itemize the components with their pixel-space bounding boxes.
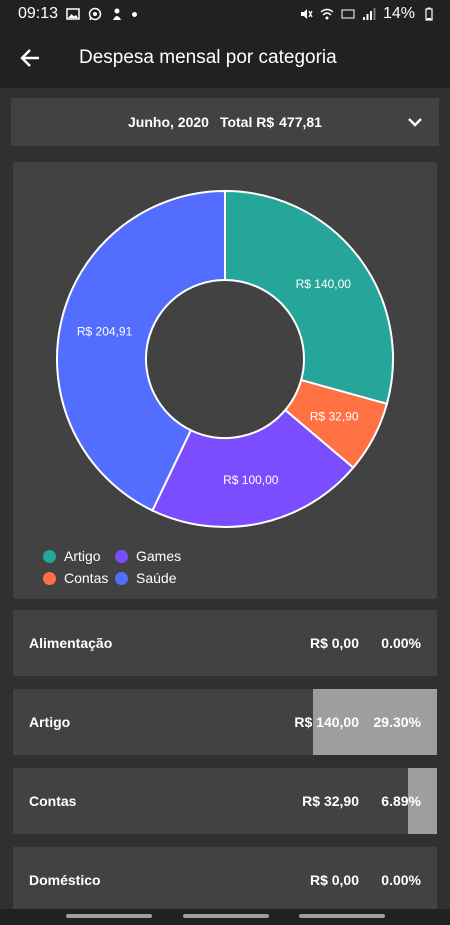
legend-dot (43, 549, 56, 563)
back-button[interactable] (0, 28, 60, 88)
system-nav-bar (0, 909, 450, 925)
legend-label: Contas (64, 570, 109, 586)
category-percent: 29.30% (373, 714, 421, 730)
legend-dot (115, 549, 128, 563)
status-bar: 09:13 14% (0, 0, 450, 28)
page-title: Despesa mensal por categoria (79, 47, 337, 68)
category-amount: R$ 0,00 (309, 635, 359, 651)
month-label: Junho, 2020 (128, 114, 209, 130)
donut-chart: R$ 140,00 R$ 32,90 R$ 100,00 R$ 204,91 (56, 189, 394, 528)
category-amount: R$ 32,90 (302, 793, 359, 809)
category-percent: 0.00% (381, 635, 421, 651)
total-label: Total R$ (219, 114, 275, 130)
category-name: Alimentação (29, 635, 113, 651)
chart-legend: Artigo Games Contas Saúde (43, 548, 215, 586)
category-row-alimentacao[interactable]: Alimentação R$ 0,00 0.00% (13, 610, 437, 676)
category-amount: R$ 0,00 (309, 872, 359, 888)
status-time: 09:13 (18, 5, 59, 22)
donut-slice-artigo[interactable] (224, 189, 394, 406)
battery-icon (425, 7, 433, 21)
app-bar: Despesa mensal por categoria (0, 28, 450, 88)
chart-card: R$ 140,00 R$ 32,90 R$ 100,00 R$ 204,91 Arti… (13, 162, 437, 599)
back-nav-button[interactable] (299, 914, 385, 918)
volte-icon (341, 9, 355, 19)
slice-value-label: R$ 32,90 (310, 410, 359, 424)
legend-item-saude: Saúde (115, 570, 215, 586)
category-percent: 6.89% (381, 793, 421, 809)
category-name: Doméstico (29, 872, 101, 888)
notification-app-icon (113, 8, 122, 20)
category-row-domestico[interactable]: Doméstico R$ 0,00 0.00% (13, 847, 437, 913)
category-share-bar (407, 768, 437, 834)
category-amount: R$ 140,00 (294, 714, 359, 730)
mute-icon (300, 9, 313, 19)
category-name: Contas (29, 793, 77, 809)
category-name: Artigo (29, 714, 71, 730)
arrow-back-icon (20, 49, 39, 67)
total-value: 477,81 (279, 114, 322, 130)
more-notifications-icon (132, 11, 138, 17)
legend-dot (43, 571, 56, 585)
wifi-icon (320, 8, 334, 20)
legend-item-contas: Contas (43, 570, 115, 586)
legend-item-artigo: Artigo (43, 548, 115, 564)
category-share-bar (312, 689, 437, 755)
legend-dot (115, 571, 128, 585)
slice-value-label: R$ 204,91 (77, 325, 133, 339)
slice-value-label: R$ 140,00 (296, 277, 352, 291)
category-percent: 0.00% (381, 872, 421, 888)
legend-label: Games (136, 548, 182, 564)
whatsapp-icon (88, 7, 102, 21)
legend-label: Saúde (136, 570, 177, 586)
signal-icon (362, 8, 376, 20)
donut-slice-games[interactable] (151, 408, 355, 528)
recents-button[interactable] (66, 914, 152, 918)
home-button[interactable] (183, 914, 269, 918)
slice-value-label: R$ 100,00 (223, 473, 279, 487)
legend-label: Artigo (64, 548, 101, 564)
legend-item-games: Games (115, 548, 215, 564)
gallery-icon (66, 8, 80, 20)
category-row-contas[interactable]: Contas R$ 32,90 6.89% (13, 768, 437, 834)
donut-slice-saúde[interactable] (56, 189, 226, 512)
category-row-artigo[interactable]: Artigo R$ 140,00 29.30% (13, 689, 437, 755)
battery-percent: 14% (382, 5, 415, 22)
chevron-down-icon (408, 118, 422, 127)
month-selector[interactable]: Junho, 2020 Total R$ 477,81 (11, 98, 439, 146)
